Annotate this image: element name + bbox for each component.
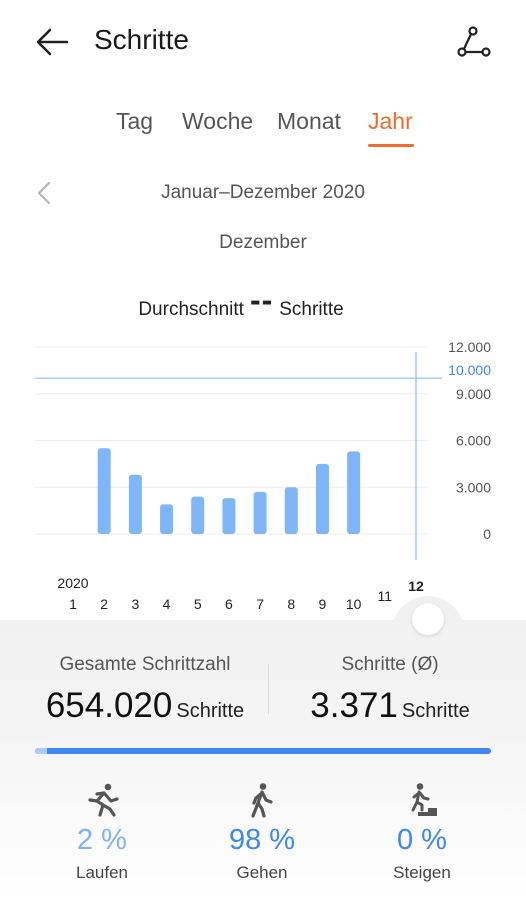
climbing-percent: 0 %: [397, 824, 447, 856]
bar-month-9: [315, 463, 329, 534]
activity-distribution-bar: [35, 748, 491, 754]
x-tick-label: 3: [131, 596, 139, 612]
x-tick-label: 9: [319, 596, 327, 612]
walking-label: Gehen: [236, 863, 288, 882]
date-range: Januar–Dezember 2020: [161, 182, 365, 203]
running-icon: [42, 780, 162, 820]
back-button[interactable]: [30, 22, 74, 62]
x-tick-label: 10: [346, 596, 362, 612]
average-value: --: [249, 282, 274, 318]
bar-month-2: [97, 448, 111, 534]
y-tick-label: 9.000: [456, 386, 491, 402]
x-tick-label: 6: [225, 596, 233, 612]
running-percent: 2 %: [77, 824, 127, 856]
bar-month-3: [128, 474, 142, 534]
running-share-segment: [35, 748, 47, 754]
tab-day[interactable]: Tag: [116, 108, 154, 134]
x-tick-label: 8: [287, 596, 295, 612]
bar-month-5: [191, 496, 205, 534]
period-tabs: Tag Woche Monat Jahr: [0, 108, 526, 152]
x-tick-label: 11: [378, 588, 393, 604]
average-steps-value: 3.371: [310, 686, 398, 725]
y-tick-label: 12.000: [448, 339, 491, 355]
tab-year[interactable]: Jahr: [368, 108, 413, 134]
x-tick-label: 2: [100, 596, 108, 612]
chevron-left-icon: [37, 181, 51, 205]
steps-chart[interactable]: 12.000 9.000 6.000 3.000 0 10.000 2020 1 2 3 4 5 6 7 8…: [0, 320, 526, 620]
total-steps-label: Gesamte Schrittzahl: [59, 654, 231, 675]
running-label: Laufen: [76, 863, 128, 882]
x-tick-label: 12: [408, 578, 424, 594]
x-tick-label: 4: [163, 596, 171, 612]
month-selector-handle[interactable]: [412, 603, 444, 635]
average-label: Durchschnitt: [138, 299, 244, 320]
activity-running: 2 % Laufen: [42, 780, 162, 883]
share-icon: [457, 26, 491, 57]
goal-line-label: 10.000: [448, 362, 491, 378]
arrow-left-icon: [36, 28, 69, 56]
bar-month-4: [160, 504, 174, 534]
x-tick-label: 1: [69, 596, 77, 612]
x-tick-label: 7: [256, 596, 264, 612]
walking-icon: [202, 780, 322, 820]
activity-walking: 98 % Gehen: [202, 780, 322, 883]
bar-month-10: [347, 451, 361, 534]
bar-month-7: [253, 491, 267, 534]
average-unit: Schritte: [279, 299, 344, 320]
average-steps-label: Schritte (Ø): [341, 654, 439, 675]
total-steps-unit: Schritte: [176, 700, 245, 722]
stats-panel: [0, 620, 526, 900]
climbing-label: Steigen: [393, 863, 451, 882]
average-steps-stat: Schritte (Ø) 3.371 Schritte: [290, 654, 490, 726]
activity-climbing: 0 % Steigen: [362, 780, 482, 883]
selected-month: Dezember: [219, 232, 307, 253]
x-tick-label: 5: [194, 596, 202, 612]
y-tick-label: 3.000: [456, 479, 491, 495]
stats-divider: [268, 664, 269, 714]
share-button[interactable]: [452, 22, 496, 62]
average-steps-unit: Schritte: [401, 700, 470, 722]
page-title: Schritte: [94, 24, 189, 55]
walking-percent: 98 %: [228, 824, 296, 856]
y-tick-label: 6.000: [456, 433, 491, 449]
bar-month-6: [222, 498, 236, 534]
total-steps-stat: Gesamte Schrittzahl 654.020 Schritte: [30, 654, 260, 726]
tab-week[interactable]: Woche: [182, 108, 254, 134]
climbing-icon: [362, 780, 482, 820]
active-tab-indicator: [368, 144, 414, 147]
bar-month-8: [284, 487, 298, 534]
total-steps-value: 654.020: [45, 686, 173, 725]
y-tick-label: 0: [483, 526, 491, 542]
previous-period-button[interactable]: [34, 180, 54, 206]
top-bar: Schritte: [0, 0, 526, 84]
average-summary: Durchschnitt -- Schritte: [0, 282, 482, 321]
year-label: 2020: [57, 575, 88, 591]
tab-month[interactable]: Monat: [277, 108, 341, 134]
